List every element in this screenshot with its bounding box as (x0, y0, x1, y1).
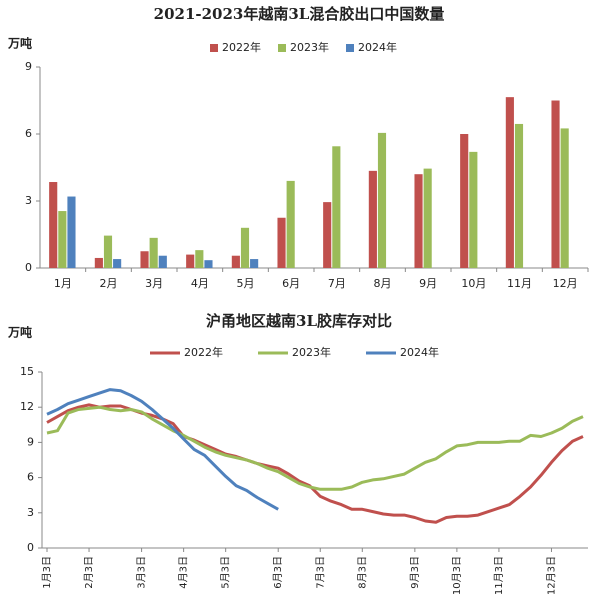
x-tick-label: 12月3日 (545, 556, 557, 595)
bar (505, 97, 514, 269)
legend-swatch (210, 44, 218, 52)
bar (377, 132, 387, 268)
bar (140, 251, 149, 268)
bar (469, 151, 478, 268)
x-tick-label: 11月3日 (493, 556, 505, 595)
bar (332, 146, 341, 268)
bar (250, 259, 259, 268)
y-tick-label: 3 (25, 194, 32, 207)
legend-label: 2024年 (400, 345, 439, 359)
y-axis-unit: 万吨 (7, 325, 32, 340)
bar (186, 254, 195, 268)
legend-label: 2023年 (290, 40, 329, 54)
x-tick-label: 6月3日 (272, 556, 284, 589)
legend-label: 2024年 (358, 40, 397, 54)
x-tick-label: 11月 (507, 277, 532, 290)
x-tick-label: 4月 (191, 277, 209, 290)
y-tick-label: 6 (27, 471, 34, 484)
x-tick-label: 4月3日 (178, 556, 190, 589)
legend-label: 2023年 (292, 345, 331, 359)
bar (551, 100, 560, 268)
line (46, 405, 584, 491)
chart-title: 2021-2023年越南3L混合胶出口中国数量 (154, 5, 445, 23)
bar (240, 227, 250, 268)
x-tick-label: 7月3日 (314, 556, 326, 589)
y-tick-label: 6 (25, 127, 32, 140)
bar (368, 170, 377, 268)
y-tick-label: 9 (27, 435, 34, 448)
bar (423, 168, 432, 268)
legend-swatch (346, 44, 354, 52)
x-tick-label: 6月 (282, 277, 300, 290)
chart-title: 沪甬地区越南3L胶库存对比 (206, 312, 392, 330)
bar (103, 235, 113, 268)
x-tick-label: 1月 (54, 277, 72, 290)
bar (514, 123, 524, 268)
y-tick-label: 9 (25, 60, 32, 73)
bar (204, 260, 213, 268)
bar (149, 237, 158, 268)
legend-swatch (278, 44, 286, 52)
y-tick-label: 0 (27, 541, 34, 554)
y-tick-label: 0 (25, 261, 32, 274)
bar (560, 128, 569, 268)
bar (67, 196, 76, 268)
x-tick-label: 3月 (145, 277, 163, 290)
x-tick-label: 5月3日 (220, 556, 232, 589)
bar (414, 174, 423, 268)
legend-label: 2022年 (222, 40, 261, 54)
line (46, 403, 584, 524)
bar (94, 257, 103, 268)
x-tick-label: 2月 (100, 277, 118, 290)
bar (277, 217, 286, 268)
bar (158, 255, 167, 268)
y-tick-label: 3 (27, 506, 34, 519)
x-tick-label: 2月3日 (83, 556, 95, 589)
bar (113, 259, 122, 268)
x-tick-label: 12月 (553, 277, 578, 290)
x-tick-label: 3月3日 (136, 556, 148, 589)
x-tick-label: 10月3日 (451, 556, 463, 595)
x-tick-label: 5月 (237, 277, 255, 290)
x-tick-label: 10月 (461, 277, 486, 290)
y-axis-unit: 万吨 (7, 36, 32, 51)
bar (195, 250, 204, 268)
x-tick-label: 7月 (328, 277, 346, 290)
x-tick-label: 8月3日 (356, 556, 368, 589)
x-tick-label: 9月3日 (409, 556, 421, 589)
bar (460, 134, 469, 268)
x-tick-label: 8月 (374, 277, 392, 290)
legend-label: 2022年 (184, 345, 223, 359)
x-tick-label: 1月3日 (41, 556, 53, 589)
bar (286, 180, 295, 268)
line (46, 388, 279, 511)
bar (231, 255, 240, 268)
bar (323, 202, 332, 268)
bar (49, 182, 58, 268)
y-tick-label: 12 (20, 400, 34, 413)
y-tick-label: 15 (20, 365, 34, 378)
x-tick-label: 9月 (419, 277, 437, 290)
bar (58, 211, 67, 268)
